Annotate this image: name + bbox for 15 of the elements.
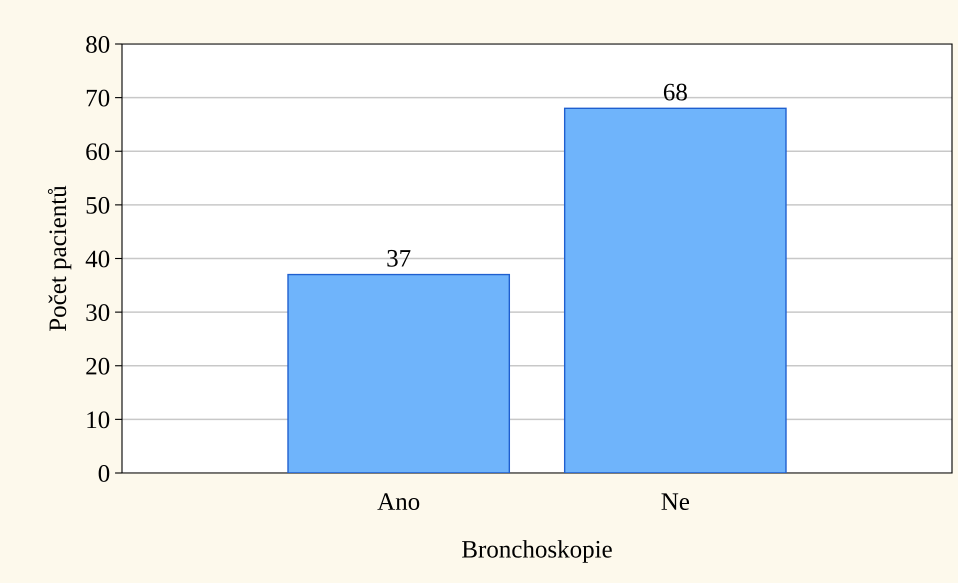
y-tick-label: 80 xyxy=(86,36,110,53)
y-tick-label: 50 xyxy=(86,196,110,214)
x-tick-label: Ne xyxy=(661,493,690,510)
x-tick-label: Ano xyxy=(377,493,420,510)
y-tick-label: 20 xyxy=(86,358,110,375)
y-tick-label: 0 xyxy=(98,465,110,482)
y-tick-label: 70 xyxy=(86,90,110,107)
y-tick-label: 30 xyxy=(86,304,110,322)
data-label: 37 xyxy=(387,250,410,267)
y-tick-label: 10 xyxy=(87,411,110,428)
y-tick-label: 40 xyxy=(86,250,110,268)
data-label: 68 xyxy=(664,84,687,100)
y-axis-title: Počet pacientů xyxy=(48,186,72,332)
x-axis-title: Bronchoskopie xyxy=(462,540,612,563)
y-tick-label: 60 xyxy=(86,143,110,160)
